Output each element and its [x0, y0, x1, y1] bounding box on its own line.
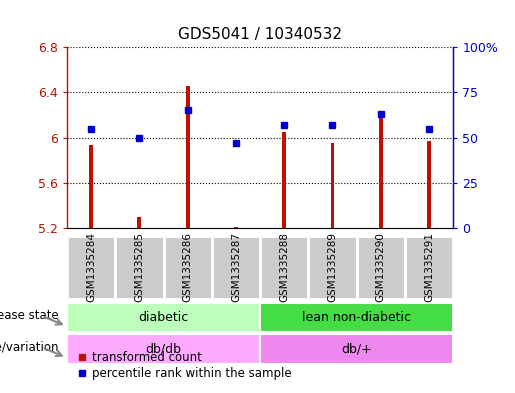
Bar	[260, 334, 453, 364]
Text: diabetic: diabetic	[139, 311, 188, 324]
Bar	[260, 236, 308, 299]
Text: GSM1335287: GSM1335287	[231, 232, 241, 302]
Text: GSM1335284: GSM1335284	[86, 232, 96, 302]
Text: db/+: db/+	[341, 342, 372, 355]
Bar	[427, 141, 431, 228]
Bar	[331, 143, 334, 228]
Bar	[115, 236, 163, 299]
Bar	[67, 334, 260, 364]
Bar	[186, 86, 190, 228]
Text: GSM1335286: GSM1335286	[183, 232, 193, 302]
Bar	[138, 217, 141, 228]
Bar	[89, 145, 93, 228]
Bar	[212, 236, 260, 299]
Text: GSM1335285: GSM1335285	[134, 232, 144, 302]
Title: GDS5041 / 10340532: GDS5041 / 10340532	[178, 27, 342, 42]
Bar	[260, 303, 453, 332]
Bar	[67, 236, 115, 299]
Text: GSM1335291: GSM1335291	[424, 232, 434, 302]
Text: disease state: disease state	[0, 309, 59, 322]
Bar	[234, 227, 238, 228]
Bar	[163, 236, 212, 299]
Text: lean non-diabetic: lean non-diabetic	[302, 311, 411, 324]
Bar	[282, 132, 286, 228]
Text: GSM1335290: GSM1335290	[376, 232, 386, 302]
Bar	[356, 236, 405, 299]
Bar	[308, 236, 356, 299]
Legend: transformed count, percentile rank within the sample: transformed count, percentile rank withi…	[73, 346, 296, 385]
Bar	[379, 115, 383, 228]
Text: GSM1335289: GSM1335289	[328, 232, 337, 302]
Text: genotype/variation: genotype/variation	[0, 341, 59, 354]
Bar	[405, 236, 453, 299]
Text: db/db: db/db	[146, 342, 181, 355]
Text: GSM1335288: GSM1335288	[279, 232, 289, 302]
Bar	[67, 303, 260, 332]
